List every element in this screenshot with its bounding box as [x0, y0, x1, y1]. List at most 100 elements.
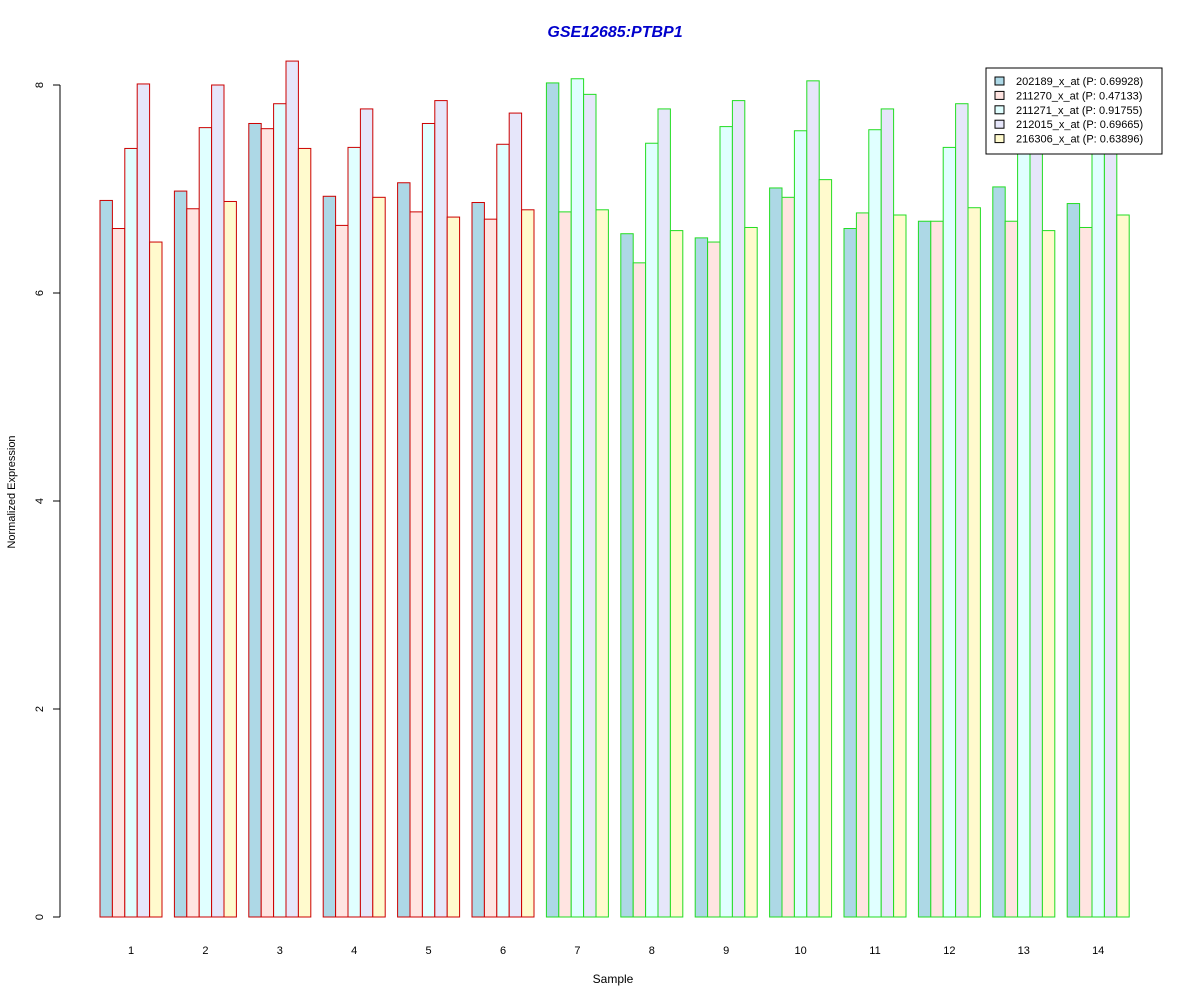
bar: [1029, 144, 1043, 918]
legend-swatch: [994, 90, 1005, 100]
bar: [558, 211, 572, 918]
bar: [111, 228, 126, 918]
y-axis: 0 2 4 6 8: [34, 82, 61, 920]
x-tick-labels: 1 2 3 4 5 6 7 8 9 10 11 12 13 14: [128, 945, 1104, 957]
bar: [942, 146, 957, 918]
x-tick-label: 4: [351, 945, 357, 957]
bar: [446, 216, 461, 918]
bar: [409, 211, 423, 918]
bar: [595, 209, 609, 918]
x-tick-label: 9: [723, 945, 729, 957]
bar: [967, 207, 981, 918]
x-tick-label: 6: [500, 945, 506, 957]
bar: [521, 209, 535, 918]
legend-label: 202189_x_at (P: 0.69928): [1016, 76, 1143, 88]
bar: [1116, 214, 1130, 918]
legend-swatch: [994, 76, 1005, 86]
bar: [818, 179, 833, 918]
bar: [173, 190, 188, 918]
bar: [322, 195, 337, 918]
bar: [285, 60, 299, 918]
bar: [719, 126, 733, 918]
bar: [297, 147, 312, 918]
bar: [471, 202, 485, 918]
x-tick-label: 13: [1018, 945, 1030, 957]
bar: [397, 182, 411, 918]
bar: [843, 228, 857, 918]
bar: [793, 130, 808, 918]
bar: [645, 142, 659, 918]
bar: [868, 129, 882, 918]
bar: [1066, 203, 1081, 918]
bar: [694, 237, 709, 918]
x-tick-label: 14: [1092, 945, 1104, 957]
bar: [359, 108, 374, 918]
bar: [769, 187, 783, 918]
x-tick-label: 11: [869, 945, 880, 957]
x-tick-label: 7: [574, 945, 580, 957]
x-tick-label: 1: [128, 945, 134, 957]
bars-group: [99, 60, 1130, 918]
bar: [136, 83, 151, 918]
bar: [1004, 220, 1019, 918]
bar: [434, 100, 448, 918]
bar: [372, 196, 386, 918]
legend-swatch: [994, 119, 1005, 129]
bar: [149, 241, 163, 918]
bar: [1041, 230, 1056, 918]
x-tick-label: 12: [943, 945, 955, 957]
bar: [806, 80, 820, 918]
bar: [570, 78, 585, 918]
bar: [260, 128, 275, 918]
bar: [124, 147, 138, 918]
x-tick-label: 5: [426, 945, 432, 957]
bar: [620, 233, 634, 918]
bar: [583, 93, 597, 918]
bar: [955, 103, 969, 918]
y-tick-label: 8: [34, 82, 46, 88]
x-tick-label: 3: [277, 945, 283, 957]
bar: [669, 230, 684, 918]
bar: [1079, 226, 1093, 918]
legend-label: 212015_x_at (P: 0.69665): [1016, 119, 1143, 131]
bar: [186, 208, 200, 918]
bar: [198, 127, 213, 918]
bar: [632, 262, 647, 918]
bar: [707, 241, 721, 918]
legend-swatch: [994, 105, 1005, 115]
bar: [855, 212, 870, 918]
bar: [223, 200, 237, 918]
bar: [335, 224, 349, 918]
y-tick-label: 0: [34, 914, 46, 920]
bar: [273, 103, 287, 918]
bar: [992, 186, 1006, 918]
y-tick-label: 2: [34, 706, 46, 712]
chart-title: GSE12685:PTBP1: [547, 24, 682, 41]
bar: [211, 84, 225, 918]
bar: [508, 112, 523, 918]
bar: [347, 146, 361, 918]
x-axis-label: Sample: [593, 972, 634, 986]
legend-label: 211271_x_at (P: 0.91755): [1016, 105, 1142, 117]
x-tick-label: 8: [649, 945, 655, 957]
legend-box: [985, 67, 1163, 155]
x-tick-label: 2: [202, 945, 208, 957]
y-axis-label: Normalized Expression: [6, 435, 18, 548]
bar: [880, 108, 895, 918]
bar: [930, 220, 944, 918]
bar: [496, 143, 510, 918]
legend: 202189_x_at (P: 0.69928) 211270_x_at (P: …: [985, 67, 1163, 155]
bar: [1017, 145, 1031, 918]
bar: [99, 199, 113, 918]
y-tick-label: 6: [34, 290, 46, 296]
bar: [421, 122, 436, 918]
legend-label: 216306_x_at (P: 0.63896): [1016, 134, 1143, 146]
bar: [483, 218, 498, 918]
bar: [248, 122, 262, 918]
bar: [1103, 144, 1118, 918]
bar: [731, 100, 746, 918]
x-tick-label: 10: [794, 945, 806, 957]
bar: [917, 220, 932, 918]
